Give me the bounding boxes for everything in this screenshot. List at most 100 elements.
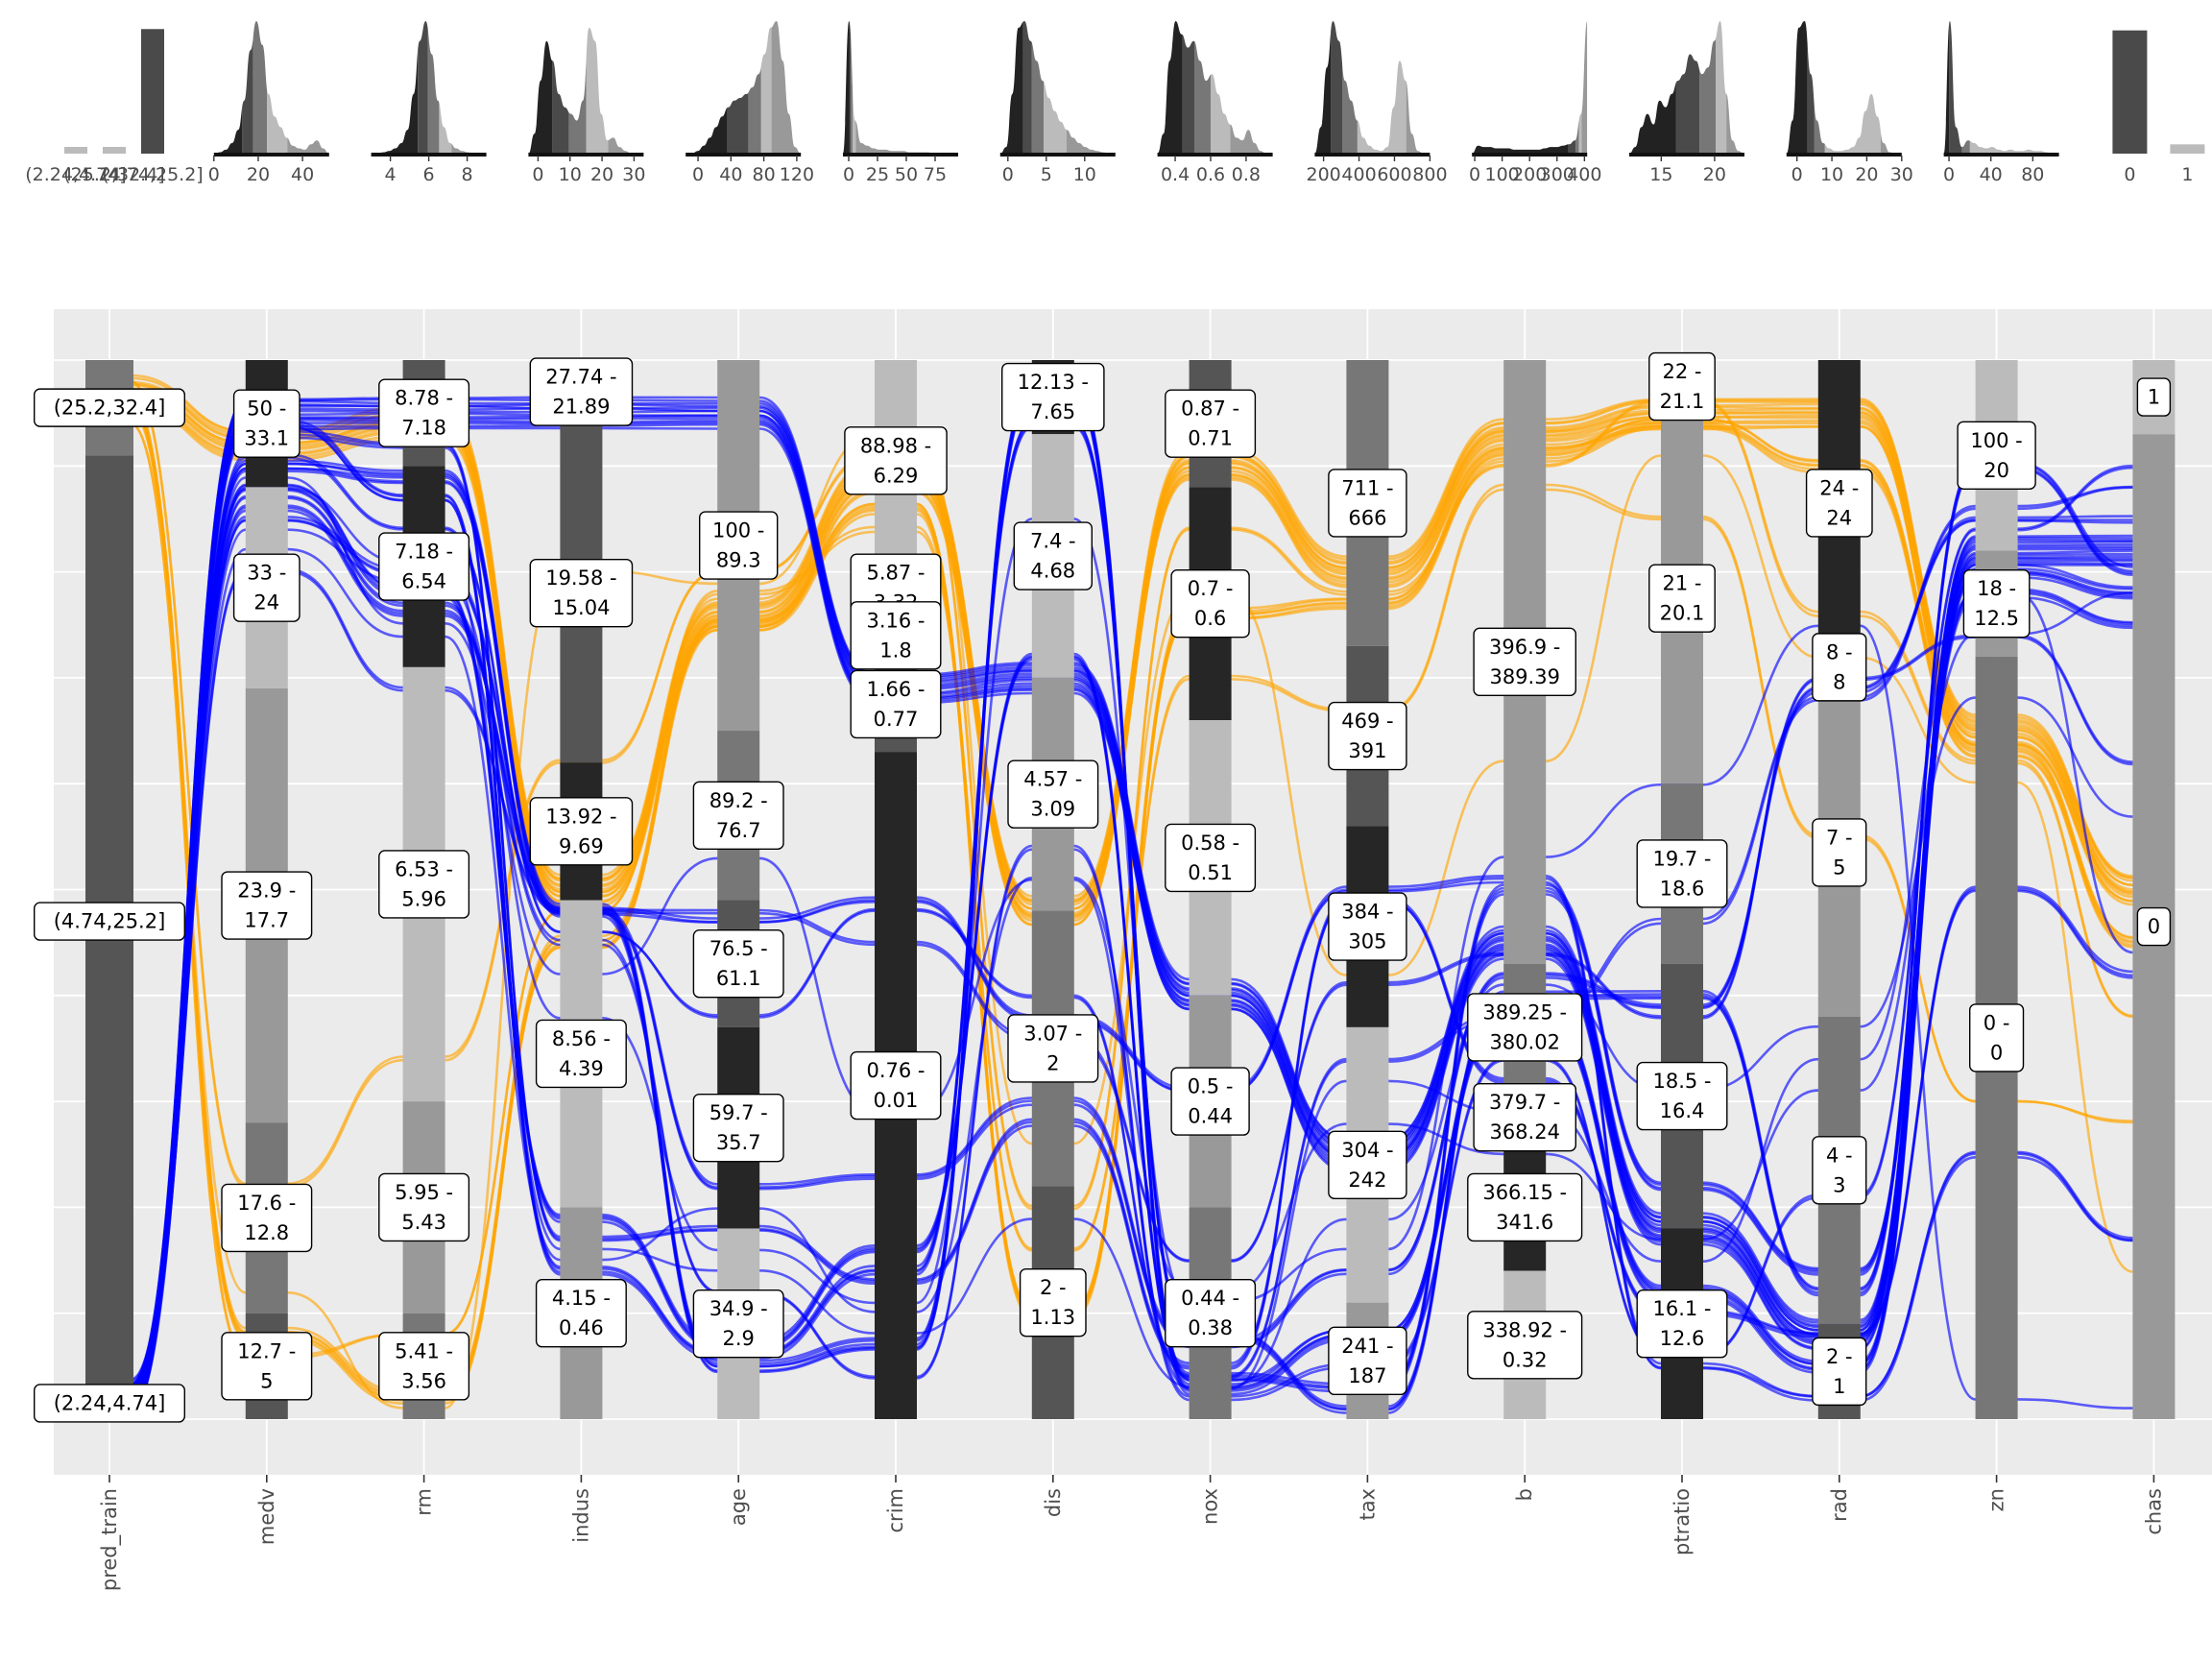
stratum-label-text: 18.6	[1660, 877, 1705, 900]
stratum-label-text: 1.13	[1030, 1306, 1075, 1329]
stratum-label-text: 89.2 -	[709, 789, 768, 812]
marginal-density-segment	[1194, 41, 1211, 154]
marginal-tick-label: 300	[1540, 164, 1575, 185]
x-tick-label-tax: tax	[1356, 1488, 1379, 1521]
marginal-tick-label: 20	[1855, 164, 1878, 185]
marginal-density-segment	[1716, 21, 1727, 154]
marginal-density-segment	[771, 21, 802, 154]
stratum-label-text: 2	[1046, 1051, 1059, 1074]
marginal-density-segment	[267, 88, 288, 154]
stratum-label-box	[1019, 1267, 1087, 1338]
stratum-label-box	[378, 850, 470, 919]
stratum-label-text: 2 -	[1040, 1276, 1067, 1299]
marginal-density-segment	[1044, 82, 1067, 154]
stratum-label-text: 0.51	[1188, 861, 1233, 884]
stratum-label-text: 21.89	[552, 396, 610, 419]
stratum-label-text: 76.7	[716, 819, 761, 842]
stratum-label-text: 3	[1833, 1173, 1845, 1196]
stratum-label-age-59-7-35-7: 59.7 - 35.7	[692, 1093, 784, 1163]
marginal-tax: 200 400 600 800	[1306, 21, 1448, 185]
marginal-density-segment	[608, 137, 644, 155]
flow-low	[130, 396, 2133, 1386]
stratum-label-text: 341.6	[1496, 1211, 1553, 1234]
stratum-label-text: 5.43	[401, 1211, 446, 1234]
stratum-label-text: 391	[1348, 739, 1386, 762]
stratum-label-text: 4.57 -	[1023, 768, 1082, 791]
stratum-label-text: 27.74 -	[545, 366, 616, 389]
stratum-label-box	[378, 1172, 470, 1242]
stratum-label-rm-6-53-5-96: 6.53 - 5.96	[378, 850, 470, 919]
marginal-tick-label: 200	[1306, 164, 1340, 185]
stratum-label-text: 1.8	[879, 639, 911, 662]
flow-low	[130, 466, 2133, 1402]
stratum-label-text: 19.7 -	[1652, 847, 1711, 870]
stratum-label-box	[1812, 1136, 1867, 1205]
stratum-label-text: 396.9 -	[1489, 636, 1560, 659]
marginal-density-segment	[851, 36, 853, 154]
x-tick-label-medv: medv	[255, 1488, 278, 1545]
x-tick-label-dis: dis	[1042, 1488, 1065, 1517]
marginal-tick-label: 0	[1791, 164, 1803, 185]
stratum-label-text: 24 -	[1819, 476, 1859, 499]
stratum-label-text: 7.65	[1030, 400, 1075, 423]
stratum-label-box	[535, 1019, 627, 1089]
marginal-tick-label: 10	[1073, 164, 1096, 185]
stratum-label-b-366-15-341-6: 366.15 - 341.6	[1467, 1172, 1583, 1242]
stratum-label-chas-1: 1	[2136, 377, 2172, 417]
stratum-label-box	[1013, 521, 1094, 590]
marginal-density-segment	[1581, 21, 1588, 154]
stratum-label-box	[1636, 839, 1728, 908]
stratum-label-box	[1467, 1172, 1583, 1242]
marginal-tick-label: 4	[385, 164, 397, 185]
stratum-label-text: 5.87 -	[866, 562, 925, 585]
stratum-label-text: 711 -	[1341, 476, 1393, 499]
stratum-label-box	[850, 601, 942, 670]
marginal-density-segment	[252, 21, 268, 154]
marginal-tick-label: 400	[1567, 164, 1601, 185]
stratum-label-text: 5	[1833, 856, 1845, 879]
marginal-density-segment	[1575, 120, 1579, 154]
marginal-nox: 0.4 0.6 0.8	[1157, 21, 1273, 185]
stratum-label-text: 1	[1833, 1375, 1845, 1398]
x-axis: pred_train medv rm indus age crim dis nox tax b pt…	[98, 1475, 2165, 1591]
stratum-label-tax-384-305: 384 - 305	[1328, 892, 1407, 961]
marginal-bar	[64, 147, 87, 154]
marginal-density-segment	[843, 21, 850, 154]
stratum-label-text: 33 -	[247, 562, 286, 585]
marginal-density-segment	[586, 27, 609, 154]
stratum-label-b-389-25-380-02: 389.25 - 380.02	[1467, 993, 1583, 1062]
stratum-label-text: 6.53 -	[395, 857, 453, 880]
stratum-label-text: 0 -	[1984, 1011, 2010, 1034]
stratum-label-indus-27-74-21-89: 27.74 - 21.89	[529, 357, 634, 426]
marginal-tick-label: 40	[291, 164, 314, 185]
marginal-tick-label: 10	[559, 164, 582, 185]
stratum-label-text: 18 -	[1977, 577, 2016, 600]
flow-high	[130, 404, 2133, 927]
marginal-density-segment	[1314, 29, 1332, 154]
stratum-label-text: 0.32	[1503, 1348, 1548, 1371]
stratum-label-box	[692, 1289, 784, 1359]
stratum-label-text: 33.1	[244, 427, 289, 450]
stratum-label-box	[692, 781, 784, 850]
marginal-tick-label: 0	[208, 164, 220, 185]
stratum-label-indus-8-56-4-39: 8.56 - 4.39	[535, 1019, 627, 1089]
stratum-label-box	[1328, 1130, 1407, 1199]
stratum-label-rad-8-8: 8 -8	[1812, 633, 1867, 702]
stratum-label-box	[1165, 1278, 1257, 1348]
marginal-density-segment	[552, 60, 569, 154]
stratum-label-text: 7.18	[401, 417, 446, 440]
stratum-label-text: 16.4	[1660, 1099, 1705, 1122]
stratum-label-text: 0.6	[1194, 607, 1226, 630]
stratum-label-text: 23.9 -	[237, 880, 296, 903]
marginal-tick-label: 0	[1469, 164, 1480, 185]
stratum-label-text: 4.68	[1030, 560, 1075, 583]
marginal-density-segment	[1807, 42, 1815, 154]
stratum-label-text: 17.7	[244, 909, 289, 932]
stratum-label-box	[1328, 701, 1407, 771]
stratum-label-text: 12.6	[1660, 1327, 1705, 1350]
stratum-label-rm-8-78-7-18: 8.78 - 7.18	[378, 378, 470, 447]
x-tick-label-rad: rad	[1828, 1488, 1851, 1522]
marginal-rm: 4 6 8	[371, 21, 487, 185]
